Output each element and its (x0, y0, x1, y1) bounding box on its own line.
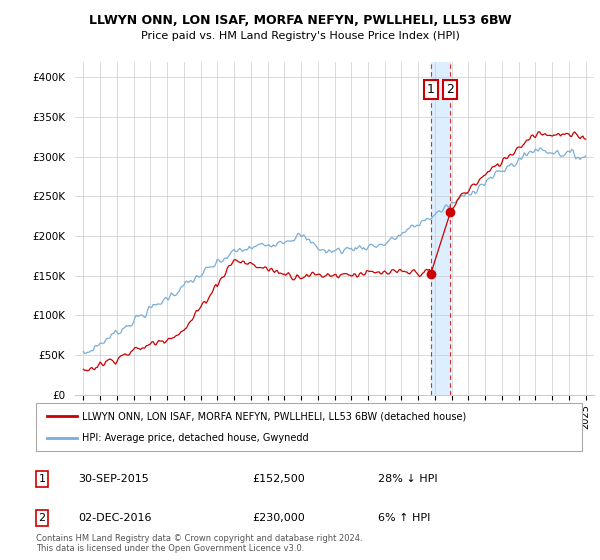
Text: HPI: Average price, detached house, Gwynedd: HPI: Average price, detached house, Gwyn… (82, 433, 309, 443)
Text: 2: 2 (38, 513, 46, 523)
Text: LLWYN ONN, LON ISAF, MORFA NEFYN, PWLLHELI, LL53 6BW: LLWYN ONN, LON ISAF, MORFA NEFYN, PWLLHE… (89, 14, 511, 27)
Text: 28% ↓ HPI: 28% ↓ HPI (378, 474, 437, 484)
FancyBboxPatch shape (36, 403, 582, 451)
Text: Contains HM Land Registry data © Crown copyright and database right 2024.
This d: Contains HM Land Registry data © Crown c… (36, 534, 362, 553)
Text: 1: 1 (38, 474, 46, 484)
Bar (431, 62, 451, 395)
Text: 6% ↑ HPI: 6% ↑ HPI (378, 513, 430, 523)
Text: 2: 2 (446, 83, 454, 96)
Text: £230,000: £230,000 (252, 513, 305, 523)
Text: Price paid vs. HM Land Registry's House Price Index (HPI): Price paid vs. HM Land Registry's House … (140, 31, 460, 41)
Text: LLWYN ONN, LON ISAF, MORFA NEFYN, PWLLHELI, LL53 6BW (detached house): LLWYN ONN, LON ISAF, MORFA NEFYN, PWLLHE… (82, 411, 467, 421)
Text: 30-SEP-2015: 30-SEP-2015 (78, 474, 149, 484)
Text: 1: 1 (427, 83, 435, 96)
Text: 02-DEC-2016: 02-DEC-2016 (78, 513, 151, 523)
Text: £152,500: £152,500 (252, 474, 305, 484)
